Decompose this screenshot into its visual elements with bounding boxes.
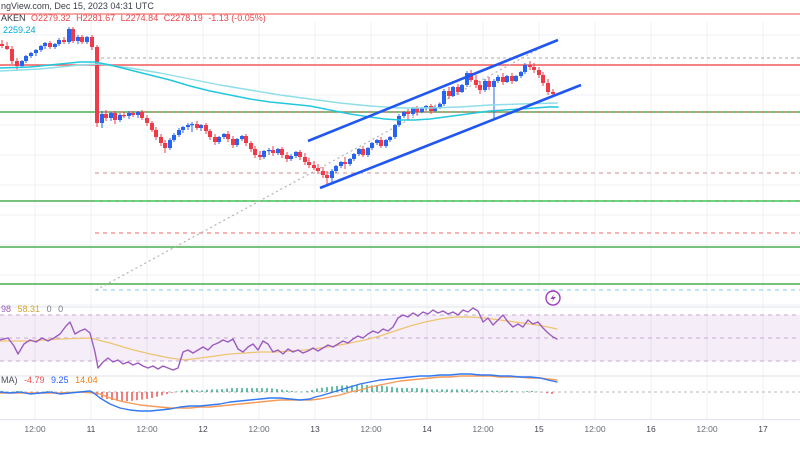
time-axis-label: 12	[198, 424, 208, 434]
symbol-ohlc-legend[interactable]: AKEN O2279.32 H2281.67 L2274.84 C2278.19…	[1, 14, 269, 23]
ohlc-high: H2281.67	[76, 13, 116, 23]
ohlc-close: C2278.19	[163, 13, 203, 23]
flash-icon[interactable]	[545, 290, 561, 306]
time-axis-label: 12:00	[136, 424, 158, 434]
watermark-timestamp: ngView.com, Dec 15, 2023 04:31 UTC	[1, 1, 154, 11]
ma-slow-line	[0, 63, 558, 109]
rsi-line	[0, 307, 558, 371]
macd-value: 9.25	[51, 375, 69, 385]
macd-prefix-fragment: MA)	[1, 375, 18, 385]
ohlc-open: O2279.32	[31, 13, 71, 23]
time-axis-label: 17	[758, 424, 768, 434]
rsi-extra-2: 0	[58, 304, 64, 314]
rsi-ma-value: 58.31	[17, 304, 41, 314]
time-axis-label: 13	[310, 424, 320, 434]
ascending-channel	[307, 38, 582, 190]
macd-line	[0, 373, 558, 412]
time-axis-label: 12:00	[584, 424, 606, 434]
dotted-trendline	[95, 44, 547, 291]
time-axis-label: 11	[86, 424, 96, 434]
rsi-value-fragment: 98	[1, 304, 12, 314]
time-axis[interactable]: 12:00 11 12:00 12 12:00 13 12:00 14 12:00 15 12:00…	[0, 419, 800, 436]
rsi-legend[interactable]: 98 58.31 0 0	[1, 305, 67, 314]
time-axis-label: 15	[534, 424, 544, 434]
symbol-name-fragment: AKEN	[1, 13, 26, 23]
time-axis-label: 12:00	[472, 424, 494, 434]
rsi-extra-1: 0	[46, 304, 52, 314]
time-axis-label: 16	[646, 424, 656, 434]
ma-fast-line	[0, 61, 559, 121]
macd-signal-value: 14.04	[75, 375, 98, 385]
candlesticks	[0, 27, 555, 185]
time-axis-label: 14	[422, 424, 432, 434]
ma-value-legend[interactable]: 2259.24	[3, 25, 36, 35]
horizontal-levels	[0, 13, 800, 377]
time-axis-label: 12:00	[248, 424, 270, 434]
ohlc-low: L2274.84	[120, 13, 159, 23]
time-axis-label: 12:00	[360, 424, 382, 434]
ohlc-change: -1.13 (-0.05%)	[208, 13, 266, 23]
macd-histogram-value: -4.79	[24, 375, 45, 385]
time-axis-label: 12:00	[696, 424, 718, 434]
macd-legend[interactable]: MA) -4.79 9.25 14.04	[1, 376, 102, 385]
time-axis-label: 12:00	[24, 424, 46, 434]
